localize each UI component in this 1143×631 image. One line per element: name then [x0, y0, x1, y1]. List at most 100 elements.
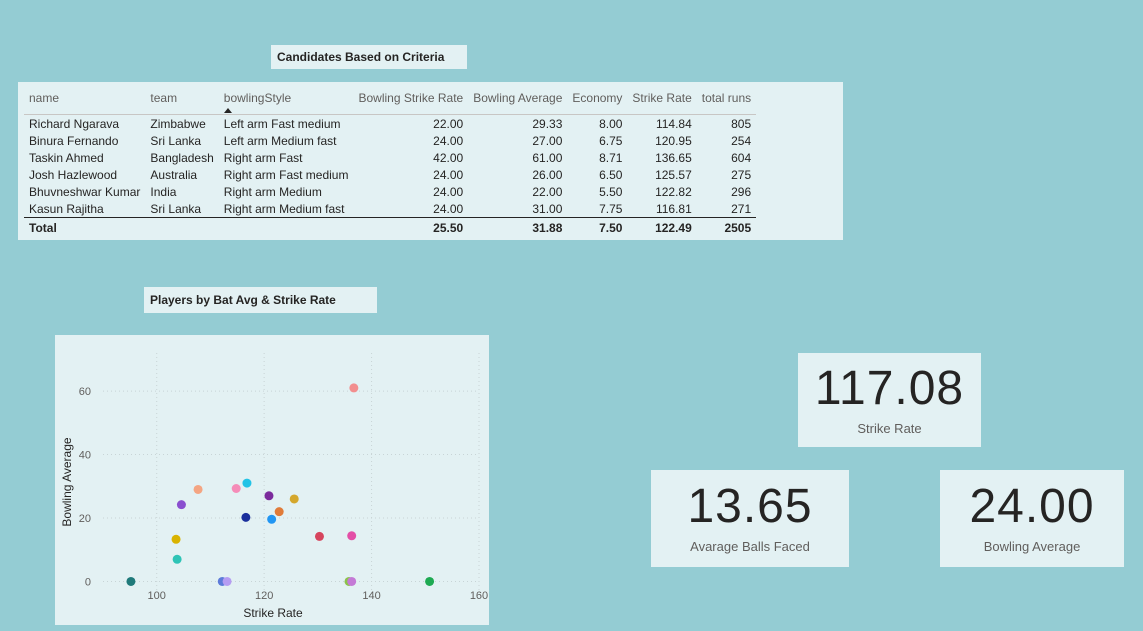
scatter-point[interactable] [193, 484, 203, 494]
table-cell: 24.00 [433, 184, 464, 199]
column-header-strike-rate[interactable]: Strike Rate [627, 86, 697, 115]
table-cell: Right arm Medium fast [223, 201, 345, 216]
kpi-value-balls-faced: 13.65 [687, 480, 813, 533]
y-tick-label: 0 [85, 576, 91, 588]
scatter-chart[interactable]: 100 120 140 160 0 20 40 60 Strike Rate Bowling Av… [55, 335, 489, 625]
table-cell: 254 [731, 133, 752, 148]
scatter-point[interactable] [349, 383, 359, 393]
kpi-card-bowling-average[interactable]: 24.00 Bowling Average [940, 470, 1124, 567]
scatter-point[interactable] [126, 576, 136, 586]
scatter-title: Players by Bat Avg & Strike Rate [144, 287, 377, 313]
column-header-team[interactable]: team [145, 86, 219, 115]
table-cell: Left arm Medium fast [223, 133, 337, 148]
table-cell: 27.00 [532, 133, 563, 148]
table-cell: 24.00 [433, 201, 464, 216]
table-cell: Sri Lanka [150, 133, 202, 148]
table-cell: Binura Fernando [29, 133, 119, 148]
scatter-point[interactable] [176, 500, 186, 510]
table-cell: 26.00 [532, 167, 563, 182]
table-cell: 61.00 [532, 150, 563, 165]
kpi-value-bowling-average: 24.00 [969, 480, 1095, 533]
table-cell: Kasun Rajitha [29, 201, 104, 216]
table-cell: 122.82 [655, 184, 692, 199]
y-tick-label: 40 [79, 450, 91, 462]
sort-ascending-icon[interactable] [223, 108, 232, 113]
total-cell [218, 217, 354, 236]
table-cell: 7.75 [599, 201, 623, 216]
table-cell: Left arm Fast medium [223, 116, 341, 131]
total-cell: 31.88 [468, 217, 568, 236]
table-total-row: Total 25.50 31.88 7.50 122.49 2505 [24, 217, 757, 236]
kpi-card-balls-faced[interactable]: 13.65 Avarage Balls Faced [651, 470, 849, 567]
table-cell: 24.00 [433, 167, 464, 182]
candidates-table[interactable]: name team bowlingStyle Bowling Strike Rate B… [18, 82, 843, 240]
scatter-point[interactable] [347, 576, 357, 586]
y-axis-label: Bowling Average [60, 437, 74, 527]
total-cell: 25.50 [353, 217, 469, 236]
x-tick-label: 120 [255, 590, 273, 602]
table-title: Candidates Based on Criteria [271, 45, 467, 69]
table-cell: Bangladesh [150, 150, 214, 165]
scatter-point[interactable] [242, 478, 252, 488]
column-header-bowling-average[interactable]: Bowling Average [468, 86, 568, 115]
scatter-point[interactable] [425, 576, 435, 586]
column-header-bowlingstyle[interactable]: bowlingStyle [218, 86, 354, 115]
table-cell: Taskin Ahmed [29, 150, 104, 165]
scatter-point[interactable] [172, 554, 182, 564]
x-tick-label: 160 [470, 590, 488, 602]
table-row[interactable]: Taskin Ahmed Bangladesh Right arm Fast 42.0… [24, 149, 756, 166]
table-cell: Zimbabwe [150, 116, 206, 131]
column-header-bowling-strike-rate[interactable]: Bowling Strike Rate [353, 86, 469, 115]
table-cell: 5.50 [599, 184, 623, 199]
table-cell: 22.00 [532, 184, 563, 199]
table-cell: 24.00 [433, 133, 464, 148]
column-header-economy[interactable]: Economy [567, 86, 628, 115]
table-cell: 6.75 [599, 133, 623, 148]
scatter-point[interactable] [274, 507, 284, 517]
x-axis-label: Strike Rate [243, 606, 303, 620]
table-cell: 31.00 [532, 201, 563, 216]
y-tick-label: 60 [79, 386, 91, 398]
table-cell: Josh Hazlewood [29, 167, 118, 182]
scatter-point[interactable] [241, 512, 251, 522]
scatter-point[interactable] [347, 531, 357, 541]
total-cell: 2505 [696, 217, 757, 236]
table-cell: Richard Ngarava [29, 116, 120, 131]
table-row[interactable]: Richard Ngarava Zimbabwe Left arm Fast med… [24, 115, 756, 133]
kpi-card-strike-rate[interactable]: 117.08 Strike Rate [798, 353, 981, 447]
table-cell: 136.65 [655, 150, 692, 165]
kpi-value-strike-rate: 117.08 [814, 361, 965, 415]
table-row[interactable]: Kasun Rajitha Sri Lanka Right arm Medium f… [24, 200, 756, 218]
table-cell: 604 [731, 150, 752, 165]
table-cell: 120.95 [655, 133, 692, 148]
y-tick-label: 20 [79, 513, 91, 525]
scatter-point[interactable] [231, 484, 241, 494]
scatter-point[interactable] [222, 576, 232, 586]
kpi-label-bowling-average: Bowling Average [983, 539, 1081, 554]
table-row[interactable]: Binura Fernando Sri Lanka Left arm Medium … [24, 132, 756, 149]
scatter-point[interactable] [264, 491, 274, 501]
total-cell: 122.49 [627, 217, 697, 236]
scatter-point[interactable] [267, 514, 277, 524]
scatter-point[interactable] [171, 534, 181, 544]
table-cell: 22.00 [433, 116, 464, 131]
table-row[interactable]: Josh Hazlewood Australia Right arm Fast me… [24, 166, 756, 183]
table-row[interactable]: Bhuvneshwar Kumar India Right arm Medium 24… [24, 183, 756, 200]
table-cell: 29.33 [532, 116, 563, 131]
kpi-label-strike-rate: Strike Rate [857, 420, 922, 436]
scatter-point[interactable] [289, 494, 299, 504]
x-tick-label: 100 [148, 590, 166, 602]
table-header-row: name team bowlingStyle Bowling Strike Rate B… [24, 86, 757, 115]
table-cell: Right arm Fast medium [223, 167, 349, 182]
x-tick-label: 140 [362, 590, 380, 602]
total-cell [145, 217, 219, 236]
column-header-name[interactable]: name [24, 86, 146, 115]
table-cell: Right arm Medium [223, 184, 322, 199]
table-cell: 275 [731, 167, 752, 182]
table-cell: 8.00 [599, 116, 623, 131]
table-cell: 296 [731, 184, 752, 199]
table-cell: 42.00 [433, 150, 464, 165]
column-header-total-runs[interactable]: total runs [696, 86, 757, 115]
table-cell: 116.81 [655, 201, 692, 216]
scatter-point[interactable] [314, 531, 324, 541]
